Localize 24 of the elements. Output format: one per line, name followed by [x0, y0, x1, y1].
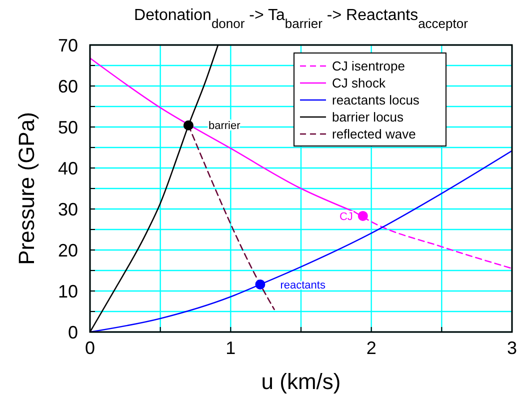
chart-title: Detonation$_{donor}$ -> Ta$_{barrier}$ -> Reactants$_{acceptor}$ — [134, 7, 469, 30]
y-tick-label: 30 — [58, 199, 78, 220]
point — [183, 120, 194, 130]
y-tick-label: 50 — [58, 117, 78, 138]
y-tick-label: 20 — [58, 240, 78, 260]
y-tick-label: 70 — [58, 35, 78, 56]
y-tick-label: 10 — [58, 281, 78, 302]
y-tick-label: 40 — [58, 158, 78, 178]
x-axis-title: u (km/s) — [261, 369, 341, 394]
legend-label: reflected wave — [332, 126, 416, 142]
x-tick-label: 2 — [366, 338, 376, 358]
x-tick-label: 0 — [84, 338, 96, 358]
x-tick-label: 3 — [506, 338, 518, 358]
point — [358, 210, 368, 221]
annotation: CJ — [339, 210, 353, 223]
legend-label: CJ shock — [332, 76, 386, 91]
legend-label: CJ isentrope — [332, 58, 405, 74]
y-tick-label: 60 — [58, 76, 78, 96]
point — [255, 279, 266, 290]
x-tick-label: 1 — [226, 338, 236, 358]
y-axis-title: Pressure (GPa) — [14, 112, 39, 265]
y-tick-label: 0 — [68, 322, 78, 342]
legend-label: reactants locus — [332, 92, 420, 108]
legend-label: barrier locus — [332, 110, 404, 125]
